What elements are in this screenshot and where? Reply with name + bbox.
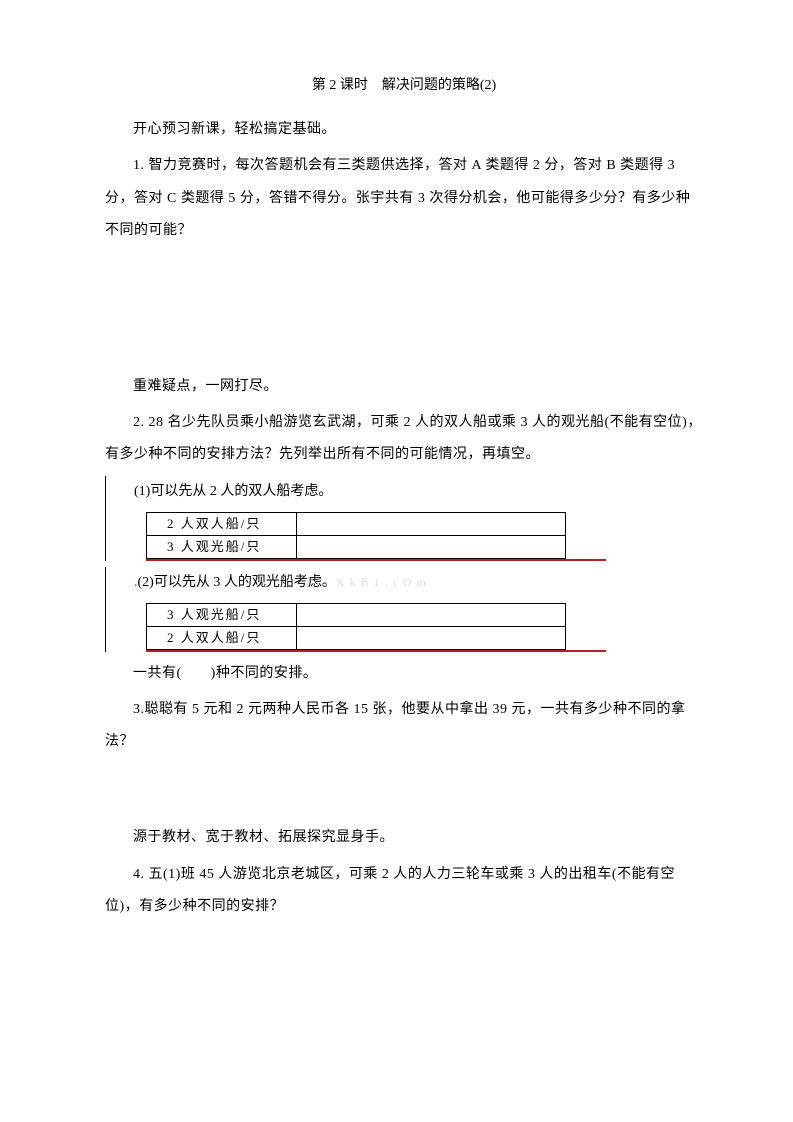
table-cell-empty — [297, 603, 566, 626]
intro-text: 开心预习新课，轻松搞定基础。 — [105, 114, 703, 146]
question-2-sub-1-heading: (1)可以先从 2 人的双人船考虑。 — [106, 476, 703, 508]
watermark-text: X k B 1 . c O m — [336, 575, 427, 589]
section-2-heading: 重难疑点，一网打尽。 — [105, 371, 703, 403]
table-row: 2 人双人船/只 — [147, 512, 566, 535]
question-2-sub-1-block: (1)可以先从 2 人的双人船考虑。 2 人双人船/只 3 人观光船/只 — [105, 476, 703, 561]
question-2-sub-2-block: .(2)可以先从 3 人的观光船考虑。X k B 1 . c O m 3 人观光… — [105, 567, 703, 652]
question-1: 1. 智力竞赛时，每次答题机会有三类题供选择，答对 A 类题得 2 分，答对 B… — [105, 150, 703, 247]
sub-2-text: (2)可以先从 3 人的观光船考虑。 — [138, 575, 336, 590]
table-cell-label: 3 人观光船/只 — [147, 535, 297, 558]
table-cell-label: 3 人观光船/只 — [147, 603, 297, 626]
table-cell-label: 2 人双人船/只 — [147, 512, 297, 535]
table-row: 3 人观光船/只 — [147, 603, 566, 626]
table-1-wrap: 2 人双人船/只 3 人观光船/只 — [146, 512, 566, 559]
question-2-sub-2-heading: .(2)可以先从 3 人的观光船考虑。X k B 1 . c O m — [106, 567, 703, 599]
red-divider — [146, 650, 606, 652]
table-2-wrap: 3 人观光船/只 2 人双人船/只 — [146, 603, 566, 650]
question-2-tail: 一共有( )种不同的安排。 — [105, 658, 703, 690]
table-cell-label: 2 人双人船/只 — [147, 626, 297, 649]
table-2: 3 人观光船/只 2 人双人船/只 — [146, 603, 566, 650]
spacer — [105, 762, 703, 822]
spacer — [105, 251, 703, 371]
table-cell-empty — [297, 626, 566, 649]
red-divider — [146, 559, 606, 561]
table-row: 3 人观光船/只 — [147, 535, 566, 558]
table-row: 2 人双人船/只 — [147, 626, 566, 649]
question-3: 3.聪聪有 5 元和 2 元两种人民币各 15 张，他要从中拿出 39 元，一共… — [105, 694, 703, 758]
question-4: 4. 五(1)班 45 人游览北京老城区，可乘 2 人的人力三轮车或乘 3 人的… — [105, 859, 703, 923]
section-3-heading: 源于教材、宽于教材、拓展探究显身手。 — [105, 822, 703, 854]
table-1: 2 人双人船/只 3 人观光船/只 — [146, 512, 566, 559]
lesson-title: 第 2 课时 解决问题的策略(2) — [105, 70, 703, 102]
table-cell-empty — [297, 535, 566, 558]
table-cell-empty — [297, 512, 566, 535]
question-2: 2. 28 名少先队员乘小船游览玄武湖，可乘 2 人的双人船或乘 3 人的观光船… — [105, 407, 703, 471]
